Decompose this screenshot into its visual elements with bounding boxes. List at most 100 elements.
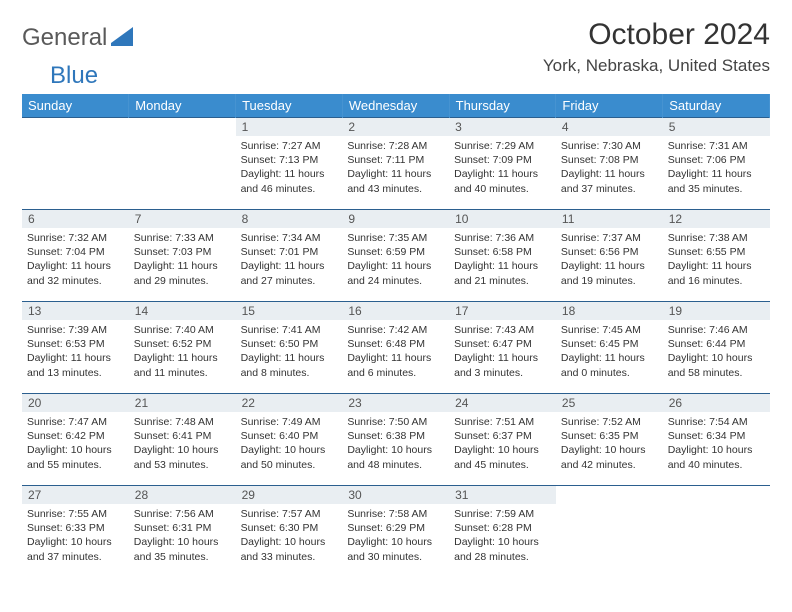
calendar-cell: 23Sunrise: 7:50 AMSunset: 6:38 PMDayligh… <box>342 394 449 486</box>
day-number: 4 <box>556 118 663 136</box>
day-body: Sunrise: 7:31 AMSunset: 7:06 PMDaylight:… <box>663 136 770 199</box>
calendar-cell: 22Sunrise: 7:49 AMSunset: 6:40 PMDayligh… <box>236 394 343 486</box>
day-body: Sunrise: 7:58 AMSunset: 6:29 PMDaylight:… <box>342 504 449 567</box>
day-number: 7 <box>129 210 236 228</box>
calendar-cell: 3Sunrise: 7:29 AMSunset: 7:09 PMDaylight… <box>449 118 556 210</box>
calendar-cell: 10Sunrise: 7:36 AMSunset: 6:58 PMDayligh… <box>449 210 556 302</box>
day-body: Sunrise: 7:34 AMSunset: 7:01 PMDaylight:… <box>236 228 343 291</box>
weekday-header: Tuesday <box>236 94 343 118</box>
day-body: Sunrise: 7:41 AMSunset: 6:50 PMDaylight:… <box>236 320 343 383</box>
calendar-cell: 26Sunrise: 7:54 AMSunset: 6:34 PMDayligh… <box>663 394 770 486</box>
day-number: 29 <box>236 486 343 504</box>
day-number: 12 <box>663 210 770 228</box>
day-number: 18 <box>556 302 663 320</box>
calendar-cell: 13Sunrise: 7:39 AMSunset: 6:53 PMDayligh… <box>22 302 129 394</box>
day-body: Sunrise: 7:57 AMSunset: 6:30 PMDaylight:… <box>236 504 343 567</box>
day-number: 22 <box>236 394 343 412</box>
calendar-cell <box>129 118 236 210</box>
calendar-body: 1Sunrise: 7:27 AMSunset: 7:13 PMDaylight… <box>22 118 770 578</box>
day-body: Sunrise: 7:47 AMSunset: 6:42 PMDaylight:… <box>22 412 129 475</box>
weekday-header: Monday <box>129 94 236 118</box>
day-number: 3 <box>449 118 556 136</box>
day-body: Sunrise: 7:37 AMSunset: 6:56 PMDaylight:… <box>556 228 663 291</box>
calendar-cell: 15Sunrise: 7:41 AMSunset: 6:50 PMDayligh… <box>236 302 343 394</box>
weekday-header: Friday <box>556 94 663 118</box>
weekday-header: Wednesday <box>342 94 449 118</box>
weekday-header: Sunday <box>22 94 129 118</box>
calendar-cell: 16Sunrise: 7:42 AMSunset: 6:48 PMDayligh… <box>342 302 449 394</box>
weekday-header: Thursday <box>449 94 556 118</box>
day-body: Sunrise: 7:49 AMSunset: 6:40 PMDaylight:… <box>236 412 343 475</box>
day-body: Sunrise: 7:51 AMSunset: 6:37 PMDaylight:… <box>449 412 556 475</box>
day-number: 30 <box>342 486 449 504</box>
calendar-cell <box>663 486 770 578</box>
calendar-cell: 7Sunrise: 7:33 AMSunset: 7:03 PMDaylight… <box>129 210 236 302</box>
logo-text-general: General <box>22 24 107 52</box>
calendar-cell: 30Sunrise: 7:58 AMSunset: 6:29 PMDayligh… <box>342 486 449 578</box>
day-number: 1 <box>236 118 343 136</box>
day-number: 8 <box>236 210 343 228</box>
day-body: Sunrise: 7:56 AMSunset: 6:31 PMDaylight:… <box>129 504 236 567</box>
day-number: 31 <box>449 486 556 504</box>
day-body: Sunrise: 7:32 AMSunset: 7:04 PMDaylight:… <box>22 228 129 291</box>
calendar-cell: 18Sunrise: 7:45 AMSunset: 6:45 PMDayligh… <box>556 302 663 394</box>
day-number: 13 <box>22 302 129 320</box>
calendar-cell: 5Sunrise: 7:31 AMSunset: 7:06 PMDaylight… <box>663 118 770 210</box>
day-number: 15 <box>236 302 343 320</box>
day-body: Sunrise: 7:27 AMSunset: 7:13 PMDaylight:… <box>236 136 343 199</box>
day-number: 19 <box>663 302 770 320</box>
logo: General <box>22 18 139 52</box>
day-number: 10 <box>449 210 556 228</box>
month-title: October 2024 <box>543 18 770 52</box>
day-number: 21 <box>129 394 236 412</box>
day-body: Sunrise: 7:29 AMSunset: 7:09 PMDaylight:… <box>449 136 556 199</box>
day-number: 28 <box>129 486 236 504</box>
day-number: 20 <box>22 394 129 412</box>
calendar-row: 20Sunrise: 7:47 AMSunset: 6:42 PMDayligh… <box>22 394 770 486</box>
weekday-header-row: SundayMondayTuesdayWednesdayThursdayFrid… <box>22 94 770 118</box>
calendar-cell <box>22 118 129 210</box>
day-body: Sunrise: 7:52 AMSunset: 6:35 PMDaylight:… <box>556 412 663 475</box>
calendar-row: 27Sunrise: 7:55 AMSunset: 6:33 PMDayligh… <box>22 486 770 578</box>
calendar-cell: 14Sunrise: 7:40 AMSunset: 6:52 PMDayligh… <box>129 302 236 394</box>
day-number: 24 <box>449 394 556 412</box>
day-body: Sunrise: 7:39 AMSunset: 6:53 PMDaylight:… <box>22 320 129 383</box>
calendar-cell: 6Sunrise: 7:32 AMSunset: 7:04 PMDaylight… <box>22 210 129 302</box>
calendar-cell: 24Sunrise: 7:51 AMSunset: 6:37 PMDayligh… <box>449 394 556 486</box>
calendar-table: SundayMondayTuesdayWednesdayThursdayFrid… <box>22 94 770 578</box>
calendar-cell: 28Sunrise: 7:56 AMSunset: 6:31 PMDayligh… <box>129 486 236 578</box>
day-number: 14 <box>129 302 236 320</box>
calendar-cell: 20Sunrise: 7:47 AMSunset: 6:42 PMDayligh… <box>22 394 129 486</box>
calendar-cell: 4Sunrise: 7:30 AMSunset: 7:08 PMDaylight… <box>556 118 663 210</box>
day-body: Sunrise: 7:40 AMSunset: 6:52 PMDaylight:… <box>129 320 236 383</box>
calendar-cell: 29Sunrise: 7:57 AMSunset: 6:30 PMDayligh… <box>236 486 343 578</box>
calendar-row: 1Sunrise: 7:27 AMSunset: 7:13 PMDaylight… <box>22 118 770 210</box>
day-body: Sunrise: 7:55 AMSunset: 6:33 PMDaylight:… <box>22 504 129 567</box>
day-number: 25 <box>556 394 663 412</box>
calendar-cell: 11Sunrise: 7:37 AMSunset: 6:56 PMDayligh… <box>556 210 663 302</box>
calendar-cell: 8Sunrise: 7:34 AMSunset: 7:01 PMDaylight… <box>236 210 343 302</box>
calendar-cell: 31Sunrise: 7:59 AMSunset: 6:28 PMDayligh… <box>449 486 556 578</box>
calendar-cell: 1Sunrise: 7:27 AMSunset: 7:13 PMDaylight… <box>236 118 343 210</box>
day-body: Sunrise: 7:36 AMSunset: 6:58 PMDaylight:… <box>449 228 556 291</box>
calendar-cell: 9Sunrise: 7:35 AMSunset: 6:59 PMDaylight… <box>342 210 449 302</box>
day-number: 5 <box>663 118 770 136</box>
day-body: Sunrise: 7:30 AMSunset: 7:08 PMDaylight:… <box>556 136 663 199</box>
calendar-cell: 27Sunrise: 7:55 AMSunset: 6:33 PMDayligh… <box>22 486 129 578</box>
day-body: Sunrise: 7:28 AMSunset: 7:11 PMDaylight:… <box>342 136 449 199</box>
day-body: Sunrise: 7:33 AMSunset: 7:03 PMDaylight:… <box>129 228 236 291</box>
calendar-cell <box>556 486 663 578</box>
day-body: Sunrise: 7:46 AMSunset: 6:44 PMDaylight:… <box>663 320 770 383</box>
day-body: Sunrise: 7:48 AMSunset: 6:41 PMDaylight:… <box>129 412 236 475</box>
day-body: Sunrise: 7:42 AMSunset: 6:48 PMDaylight:… <box>342 320 449 383</box>
day-number: 17 <box>449 302 556 320</box>
weekday-header: Saturday <box>663 94 770 118</box>
calendar-cell: 19Sunrise: 7:46 AMSunset: 6:44 PMDayligh… <box>663 302 770 394</box>
calendar-row: 13Sunrise: 7:39 AMSunset: 6:53 PMDayligh… <box>22 302 770 394</box>
calendar-cell: 25Sunrise: 7:52 AMSunset: 6:35 PMDayligh… <box>556 394 663 486</box>
day-number: 11 <box>556 210 663 228</box>
day-number: 26 <box>663 394 770 412</box>
calendar-cell: 17Sunrise: 7:43 AMSunset: 6:47 PMDayligh… <box>449 302 556 394</box>
day-number: 9 <box>342 210 449 228</box>
logo-text-blue: Blue <box>50 62 98 89</box>
